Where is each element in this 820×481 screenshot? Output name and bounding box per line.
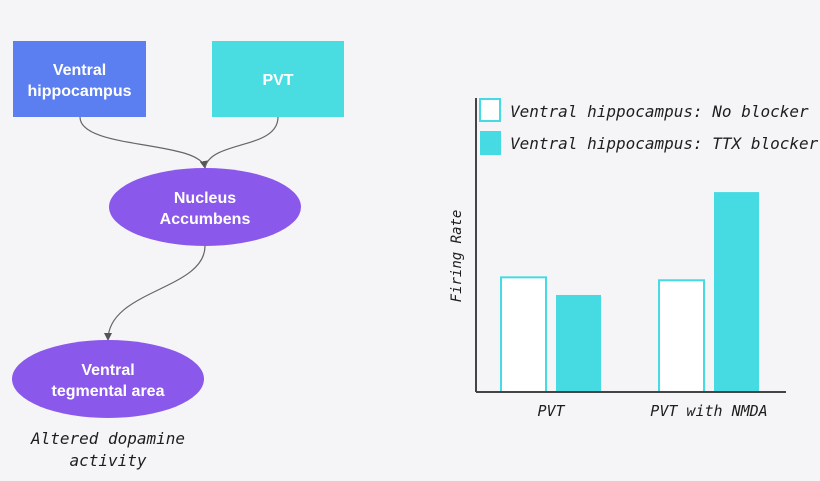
ventral-hippocampus-label-line1: Ventral bbox=[53, 62, 106, 79]
nucleus-accumbens-ellipse bbox=[109, 168, 301, 246]
nucleus-accumbens-label-line1: Nucleus bbox=[174, 190, 236, 207]
node-pvt: PVT bbox=[212, 41, 344, 117]
bar-ttx-blocker-pvt bbox=[556, 294, 601, 392]
edge-pvt-to-accumbens bbox=[204, 116, 279, 169]
x-tick-label-pvt-with-nmda: PVT with NMDA bbox=[650, 402, 767, 420]
vta-label-line1: Ventral bbox=[81, 362, 134, 379]
legend-label-no-blocker: Ventral hippocampus: No blocker bbox=[510, 102, 809, 121]
pvt-box bbox=[212, 41, 344, 117]
legend-swatch-no-blocker bbox=[479, 98, 501, 122]
node-nucleus-accumbens: Nucleus Accumbens bbox=[109, 168, 301, 246]
edge-accumbens-to-vta bbox=[104, 245, 206, 341]
edge-hippocampus-to-accumbens bbox=[79, 116, 208, 169]
y-axis-label: Firing Rate bbox=[449, 210, 465, 303]
x-tick-label-pvt: PVT bbox=[537, 402, 565, 420]
bar-no-blocker-pvt-with-nmda bbox=[658, 279, 705, 393]
caption-line2: activity bbox=[69, 451, 147, 470]
pvt-label: PVT bbox=[262, 72, 293, 89]
legend-swatch-ttx-blocker bbox=[480, 131, 501, 155]
node-ventral-tegmental-area: Ventral tegmental area bbox=[12, 340, 204, 418]
ventral-hippocampus-label-line2: hippocampus bbox=[27, 83, 131, 100]
nucleus-accumbens-label-line2: Accumbens bbox=[160, 211, 251, 228]
legend: Ventral hippocampus: No blocker Ventral … bbox=[479, 98, 819, 155]
caption: Altered dopamine activity bbox=[18, 428, 198, 472]
bar-ttx-blocker-pvt-with-nmda bbox=[714, 192, 759, 392]
legend-label-ttx-blocker: Ventral hippocampus: TTX blocker bbox=[510, 134, 819, 153]
vta-label-line2: tegmental area bbox=[52, 383, 165, 400]
ventral-hippocampus-box bbox=[13, 41, 146, 117]
caption-line1: Altered dopamine bbox=[30, 429, 186, 448]
bars bbox=[500, 192, 759, 393]
bar-chart: Firing Rate PVT PVT with NMDA Ventral hi… bbox=[449, 98, 819, 420]
node-ventral-hippocampus: Ventral hippocampus bbox=[13, 41, 146, 117]
vta-ellipse bbox=[12, 340, 204, 418]
flow-diagram: Ventral hippocampus PVT Nucleus Accumben… bbox=[12, 41, 344, 418]
bar-no-blocker-pvt bbox=[500, 276, 547, 393]
